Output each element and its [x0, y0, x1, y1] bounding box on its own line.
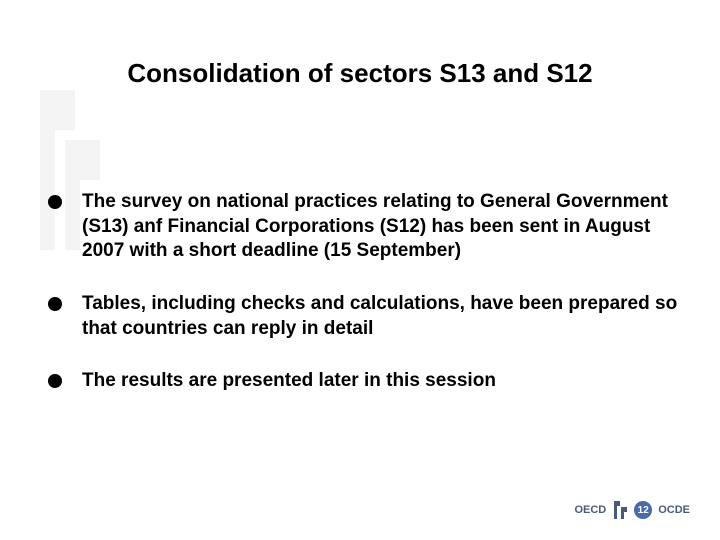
footer-org-right: OCDE: [658, 504, 690, 516]
bullet-icon: [48, 195, 62, 209]
bullet-icon: [48, 374, 62, 388]
bullet-text: The results are presented later in this …: [82, 369, 496, 394]
list-item: The survey on national practices relatin…: [48, 190, 680, 264]
bullet-text: The survey on national practices relatin…: [82, 190, 680, 264]
bullet-list: The survey on national practices relatin…: [48, 190, 680, 422]
footer: OECD 12 OCDE: [574, 500, 690, 520]
footer-org-left: OECD: [574, 504, 606, 516]
footer-logo-icon: [612, 500, 628, 520]
bullet-text: Tables, including checks and calculation…: [82, 292, 680, 341]
page-number-badge: 12: [634, 501, 652, 519]
page-number: 12: [638, 505, 649, 516]
list-item: The results are presented later in this …: [48, 369, 680, 394]
list-item: Tables, including checks and calculation…: [48, 292, 680, 341]
slide-title: Consolidation of sectors S13 and S12: [0, 58, 720, 89]
bullet-icon: [48, 297, 62, 311]
